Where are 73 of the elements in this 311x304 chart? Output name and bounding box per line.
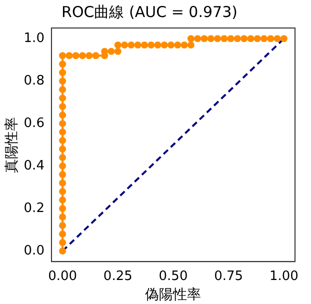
point <box>148 41 155 48</box>
point <box>59 205 66 212</box>
y-tick-label: 0.6 <box>24 116 44 131</box>
point <box>274 35 281 42</box>
point <box>227 35 234 42</box>
point <box>168 41 175 48</box>
point <box>247 35 254 42</box>
point <box>108 48 115 55</box>
point <box>59 60 66 68</box>
point <box>254 35 261 42</box>
y-axis-title: 真陽性率 <box>4 116 20 173</box>
point <box>59 196 66 204</box>
point <box>174 41 182 48</box>
point <box>128 41 135 48</box>
point <box>121 41 128 48</box>
point <box>72 52 80 60</box>
point <box>114 48 122 55</box>
x-axis-title: 偽陽性率 <box>145 287 202 304</box>
point <box>59 162 66 170</box>
point <box>59 137 66 144</box>
point <box>59 146 66 153</box>
point <box>59 238 66 246</box>
point <box>59 188 66 196</box>
x-tick-label: 0.50 <box>158 268 188 284</box>
point <box>59 120 66 128</box>
point <box>187 35 194 42</box>
point <box>240 35 248 42</box>
y-tick-label: 0.0 <box>24 243 44 258</box>
y-tick-label: 0.2 <box>24 200 44 216</box>
point <box>66 52 73 60</box>
point <box>59 214 66 221</box>
point <box>59 154 66 162</box>
y-tick-label: 1.0 <box>24 30 44 46</box>
point <box>59 128 66 136</box>
point <box>134 41 142 48</box>
point <box>59 103 66 110</box>
x-tick-label: 0.00 <box>48 268 78 284</box>
point <box>200 35 208 42</box>
point <box>59 230 66 238</box>
point <box>101 48 108 55</box>
point <box>180 41 188 48</box>
point <box>59 222 66 229</box>
point <box>260 35 268 42</box>
point <box>59 78 66 85</box>
y-tick-label: 0.4 <box>24 158 44 174</box>
point <box>280 35 288 42</box>
point <box>59 180 66 187</box>
point <box>86 52 93 60</box>
point <box>220 35 228 42</box>
point <box>234 35 241 42</box>
point <box>154 41 162 48</box>
point <box>59 52 66 60</box>
point <box>207 35 214 42</box>
point <box>59 94 66 102</box>
point <box>194 35 202 42</box>
point <box>78 52 86 60</box>
point <box>114 41 122 48</box>
point <box>92 52 100 60</box>
x-tick-label: 0.25 <box>103 268 132 284</box>
point <box>187 41 194 48</box>
x-tick-label: 0.75 <box>214 268 244 284</box>
point <box>160 41 168 48</box>
point <box>214 35 222 42</box>
point <box>140 41 148 48</box>
point <box>59 171 66 178</box>
point <box>59 69 66 76</box>
point <box>59 112 66 119</box>
chart-title: ROC曲線 (AUC = 0.973) <box>62 2 238 21</box>
point <box>267 35 274 42</box>
point <box>59 86 66 94</box>
x-tick-label: 1.00 <box>269 268 298 284</box>
y-tick-label: 0.8 <box>24 73 44 88</box>
point <box>59 247 66 254</box>
